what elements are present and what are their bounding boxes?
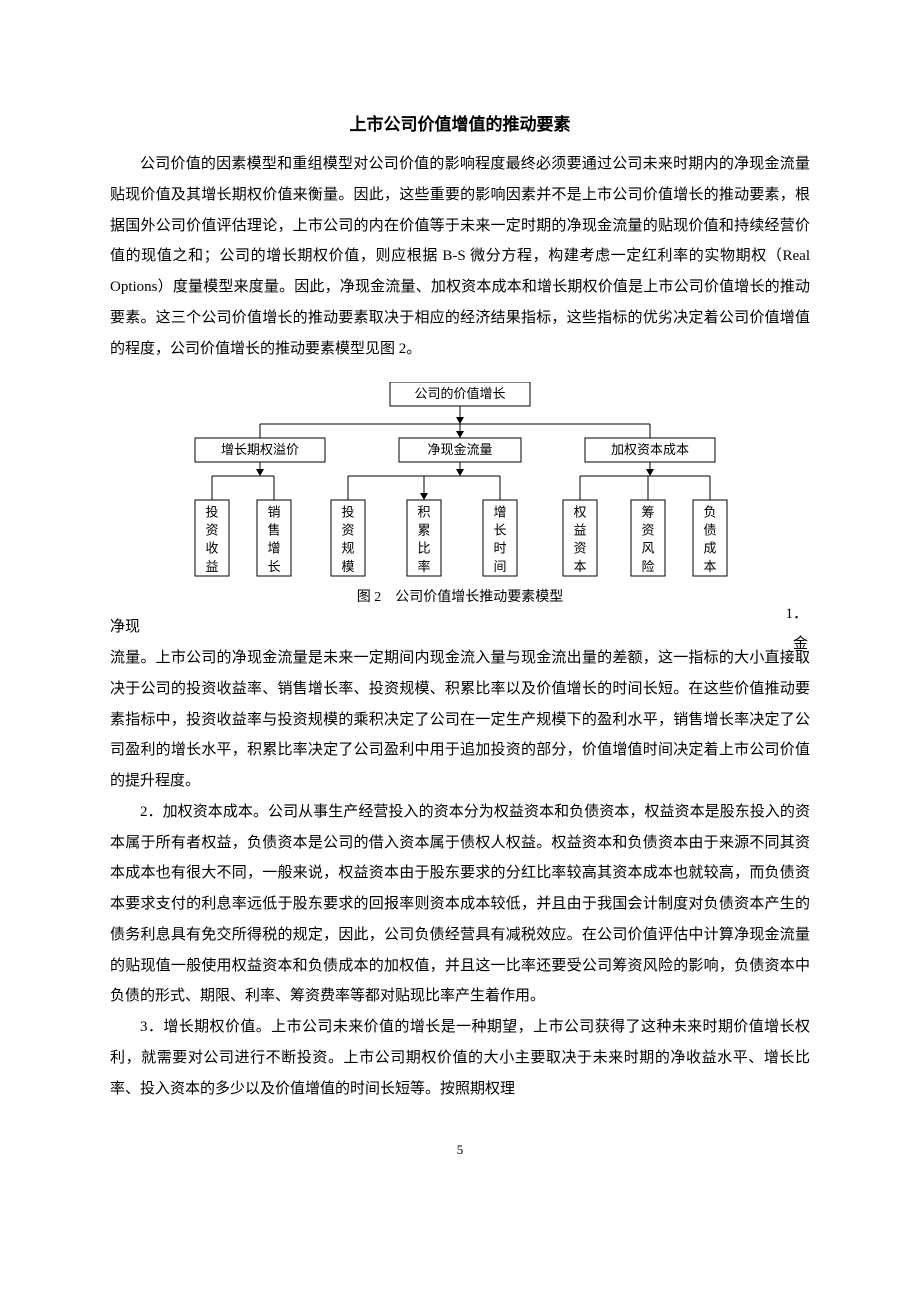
svg-text:加权资本成本: 加权资本成本	[611, 442, 689, 457]
svg-text:规: 规	[341, 541, 354, 556]
svg-text:长: 长	[493, 523, 506, 538]
svg-text:投: 投	[205, 505, 218, 520]
paragraph-2-lead: 净现	[110, 612, 810, 643]
svg-text:率: 率	[417, 559, 430, 574]
svg-text:净现金流量: 净现金流量	[427, 442, 492, 457]
figure-2-caption: 图 2 公司价值增长推动要素模型	[110, 586, 810, 606]
svg-text:资: 资	[573, 541, 586, 556]
svg-text:模: 模	[341, 559, 354, 574]
svg-text:筹: 筹	[641, 505, 654, 520]
svg-text:债: 债	[703, 523, 716, 538]
document-page: 上市公司价值增值的推动要素 公司价值的因素模型和重组模型对公司价值的影响程度最终…	[0, 0, 920, 1198]
svg-text:资: 资	[341, 523, 354, 538]
svg-text:增长期权溢价: 增长期权溢价	[221, 442, 299, 457]
svg-text:公司的价值增长: 公司的价值增长	[414, 386, 505, 401]
paragraph-4: 3．增长期权价值。上市公司未来价值的增长是一种期望，上市公司获得了这种未来时期价…	[110, 1012, 810, 1104]
svg-text:资: 资	[205, 523, 218, 538]
svg-text:增: 增	[493, 505, 506, 520]
svg-text:间: 间	[493, 559, 506, 574]
section-title: 上市公司价值增值的推动要素	[110, 110, 810, 135]
svg-text:投: 投	[341, 505, 354, 520]
svg-text:销: 销	[267, 505, 280, 520]
svg-text:时: 时	[493, 541, 506, 556]
figure-2-container: 公司的价值增长增长期权溢价净现金流量加权资本成本投资收益销售增长投资规模积累比率…	[110, 382, 810, 606]
svg-text:累: 累	[417, 523, 430, 538]
svg-text:益: 益	[573, 523, 586, 538]
svg-text:负: 负	[703, 505, 716, 520]
svg-text:本: 本	[703, 559, 716, 574]
paragraph-1: 公司价值的因素模型和重组模型对公司价值的影响程度最终必须要通过公司未来时期内的净…	[110, 149, 810, 364]
svg-text:增: 增	[267, 541, 280, 556]
svg-text:收: 收	[205, 541, 218, 556]
svg-text:险: 险	[641, 559, 654, 574]
hanging-text-2: 金	[793, 632, 808, 653]
svg-text:比: 比	[417, 541, 430, 556]
svg-text:成: 成	[703, 541, 716, 556]
svg-text:本: 本	[573, 559, 586, 574]
paragraph-3: 2．加权资本成本。公司从事生产经营投入的资本分为权益资本和负债资本，权益资本是股…	[110, 797, 810, 1012]
svg-text:权: 权	[573, 505, 586, 520]
svg-text:售: 售	[267, 523, 280, 538]
page-number: 5	[110, 1142, 810, 1158]
svg-text:长: 长	[267, 559, 280, 574]
svg-text:积: 积	[417, 505, 430, 520]
figure-2-diagram: 公司的价值增长增长期权溢价净现金流量加权资本成本投资收益销售增长投资规模积累比率…	[145, 382, 775, 582]
hanging-text-1: 1．	[785, 602, 808, 623]
paragraph-2: 流量。上市公司的净现金流量是未来一定期间内现金流入量与现金流出量的差额，这一指标…	[110, 643, 810, 797]
svg-text:益: 益	[205, 559, 218, 574]
svg-text:资: 资	[641, 523, 654, 538]
svg-text:风: 风	[641, 541, 654, 556]
